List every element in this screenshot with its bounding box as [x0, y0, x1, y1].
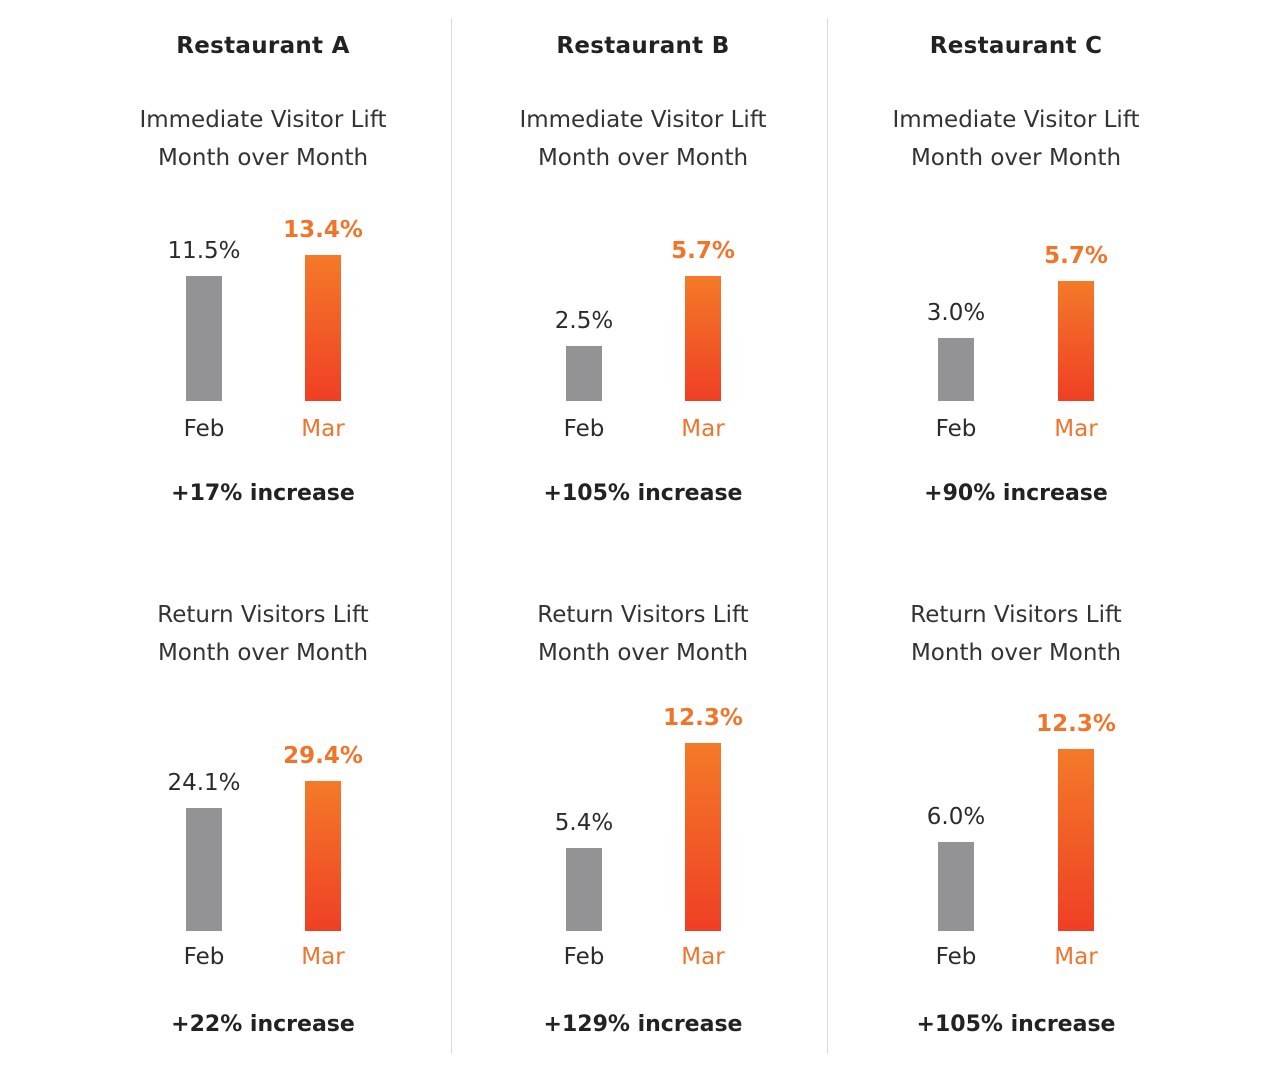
chart-c-immediate-subtitle: Immediate Visitor Lift Month over Month: [856, 101, 1176, 177]
chart-subtitle-line2: Month over Month: [157, 640, 369, 666]
chart-subtitle-line2: Month over Month: [157, 145, 369, 171]
chart-a-immediate-summary: +17% increase: [171, 481, 355, 506]
chart-subtitle-line1: Immediate Visitor Lift: [139, 107, 387, 133]
chart-a-immediate-value-label-mar: 13.4%: [283, 217, 363, 243]
chart-subtitle-line1: Immediate Visitor Lift: [519, 107, 767, 133]
chart-b-return-summary: +129% increase: [543, 1012, 743, 1037]
chart-subtitle-line2: Month over Month: [910, 145, 1122, 171]
chart-a-return-value-label-feb: 24.1%: [167, 770, 241, 796]
chart-a-return-subtitle: Return Visitors Lift Month over Month: [103, 596, 423, 672]
chart-a-return-value-label-mar: 29.4%: [283, 743, 363, 769]
chart-c-immediate-xtick-mar: Mar: [1054, 416, 1098, 442]
restaurant-c-title: Restaurant C: [929, 33, 1103, 59]
chart-b-immediate-subtitle: Immediate Visitor Lift Month over Month: [483, 101, 803, 177]
chart-b-immediate-summary: +105% increase: [543, 481, 743, 506]
restaurant-a-title: Restaurant A: [176, 33, 350, 59]
chart-a-immediate-bar-feb: [186, 276, 222, 401]
chart-c-return-value-label-feb: 6.0%: [926, 804, 986, 830]
chart-a-return-xtick-mar: Mar: [301, 944, 345, 970]
chart-subtitle-line1: Return Visitors Lift: [910, 602, 1122, 628]
chart-a-immediate-xtick-mar: Mar: [301, 416, 345, 442]
chart-a-return-xtick-feb: Feb: [183, 944, 225, 970]
chart-a-immediate-xtick-feb: Feb: [183, 416, 225, 442]
chart-c-return-value-label-mar: 12.3%: [1036, 711, 1116, 737]
chart-subtitle-line2: Month over Month: [910, 640, 1122, 666]
chart-c-return-xtick-feb: Feb: [935, 944, 977, 970]
chart-c-immediate-summary: +90% increase: [924, 481, 1108, 506]
chart-b-immediate-value-label-feb: 2.5%: [554, 308, 614, 334]
chart-subtitle-line2: Month over Month: [537, 640, 749, 666]
chart-subtitle-line2: Month over Month: [537, 145, 749, 171]
chart-a-return-bar-mar: [305, 781, 341, 931]
chart-b-immediate-xtick-mar: Mar: [681, 416, 725, 442]
chart-b-return-bar-mar: [685, 743, 721, 931]
restaurant-b-title: Restaurant B: [556, 33, 730, 59]
chart-b-return-value-label-mar: 12.3%: [663, 705, 743, 731]
chart-c-immediate-bar-mar: [1058, 281, 1094, 401]
chart-b-immediate-bar-feb: [566, 346, 602, 401]
chart-subtitle-line1: Return Visitors Lift: [157, 602, 369, 628]
chart-c-return-xtick-mar: Mar: [1054, 944, 1098, 970]
chart-a-immediate-subtitle: Immediate Visitor Lift Month over Month: [103, 101, 423, 177]
chart-b-return-xtick-mar: Mar: [681, 944, 725, 970]
chart-a-return-summary: +22% increase: [171, 1012, 355, 1037]
chart-b-return-bar-feb: [566, 848, 602, 931]
chart-c-immediate-bar-feb: [938, 338, 974, 401]
chart-a-immediate-value-label-feb: 11.5%: [167, 238, 241, 264]
chart-c-immediate-xtick-feb: Feb: [935, 416, 977, 442]
column-divider-right: [827, 18, 828, 1054]
chart-c-return-bar-mar: [1058, 749, 1094, 931]
chart-subtitle-line1: Immediate Visitor Lift: [892, 107, 1140, 133]
chart-c-return-subtitle: Return Visitors Lift Month over Month: [856, 596, 1176, 672]
chart-b-return-value-label-feb: 5.4%: [554, 810, 614, 836]
chart-a-return-bar-feb: [186, 808, 222, 931]
chart-a-immediate-bar-mar: [305, 255, 341, 401]
chart-b-immediate-value-label-mar: 5.7%: [671, 238, 735, 264]
chart-b-immediate-bar-mar: [685, 276, 721, 401]
column-divider-left: [451, 18, 452, 1054]
chart-c-immediate-value-label-mar: 5.7%: [1044, 243, 1108, 269]
chart-subtitle-line1: Return Visitors Lift: [537, 602, 749, 628]
chart-c-return-summary: +105% increase: [916, 1012, 1116, 1037]
chart-c-return-bar-feb: [938, 842, 974, 931]
chart-c-immediate-value-label-feb: 3.0%: [926, 300, 986, 326]
chart-b-immediate-xtick-feb: Feb: [563, 416, 605, 442]
chart-b-return-xtick-feb: Feb: [563, 944, 605, 970]
chart-b-return-subtitle: Return Visitors Lift Month over Month: [483, 596, 803, 672]
